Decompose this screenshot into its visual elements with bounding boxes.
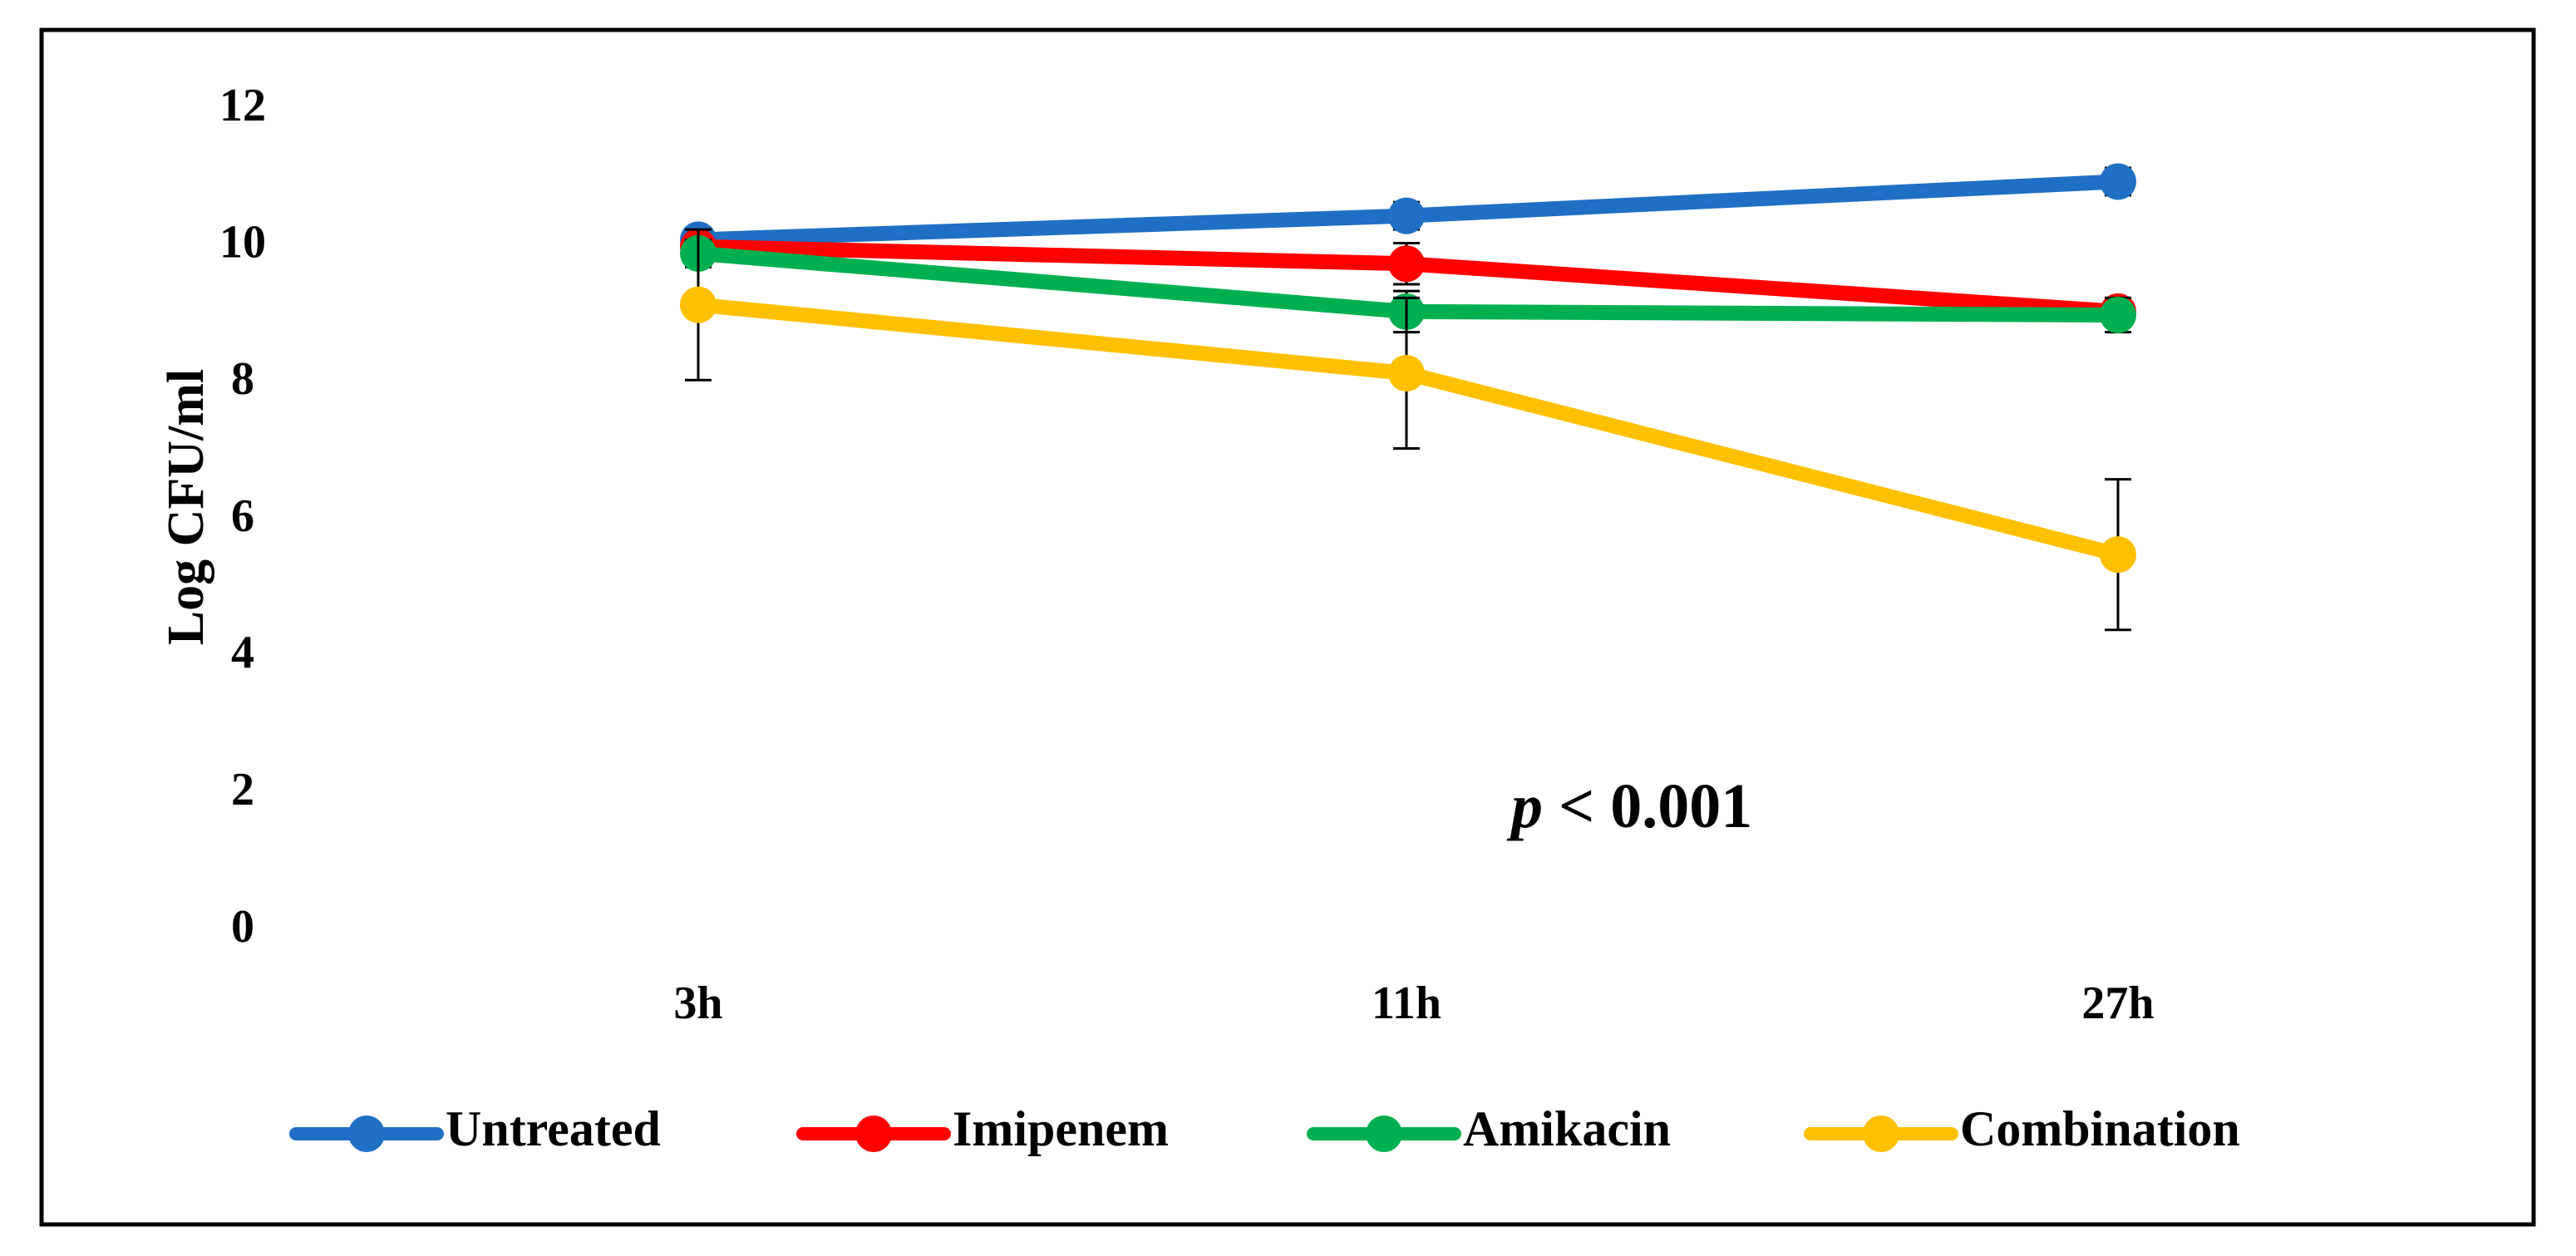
data-point	[1388, 245, 1425, 283]
data-point	[2100, 297, 2136, 333]
y-tick-label: 0	[231, 901, 254, 953]
p-value-symbol: p	[1506, 771, 1543, 841]
x-tick-label: 3h	[673, 978, 722, 1029]
legend-swatch-marker	[1863, 1116, 1899, 1152]
y-axis-ticks: 0 2 4 6 8 10 12	[219, 80, 266, 953]
data-point	[2100, 163, 2136, 200]
data-point	[680, 286, 717, 323]
data-point	[2100, 536, 2136, 574]
legend-item-untreated: Untreated	[289, 1101, 661, 1156]
legend-label: Untreated	[446, 1101, 661, 1156]
legend-label: Combination	[1960, 1101, 2240, 1156]
p-value-annotation: p < 0.001	[1506, 771, 1752, 841]
legend-item-imipenem: Imipenem	[796, 1101, 1169, 1156]
legend-label: Imipenem	[953, 1101, 1169, 1156]
chart-frame	[39, 27, 2536, 1227]
y-tick-label: 2	[231, 764, 254, 815]
series-layer	[680, 163, 2136, 632]
legend-swatch-marker	[855, 1116, 892, 1152]
y-tick-label: 6	[231, 490, 254, 542]
y-tick-label: 12	[219, 80, 266, 131]
x-axis-ticks: 3h 11h 27h	[673, 978, 2154, 1029]
series-combination	[680, 228, 2136, 632]
data-point	[1388, 197, 1425, 234]
y-tick-label: 4	[231, 628, 254, 679]
legend-label: Amikacin	[1463, 1101, 1671, 1156]
data-point	[1388, 354, 1425, 392]
legend-item-combination: Combination	[1804, 1101, 2240, 1156]
legend: Untreated Imipenem Amikacin Combination	[289, 1101, 2240, 1156]
y-tick-label: 10	[219, 217, 266, 268]
legend-item-amikacin: Amikacin	[1307, 1101, 1671, 1156]
legend-swatch-marker	[1366, 1116, 1402, 1152]
legend-swatch-marker	[348, 1116, 385, 1152]
y-tick-label: 8	[231, 353, 254, 405]
x-tick-label: 11h	[1372, 978, 1441, 1029]
p-value-text: < 0.001	[1543, 771, 1752, 841]
y-axis-label: Log CFU/ml	[158, 369, 214, 645]
x-tick-label: 27h	[2081, 978, 2154, 1029]
